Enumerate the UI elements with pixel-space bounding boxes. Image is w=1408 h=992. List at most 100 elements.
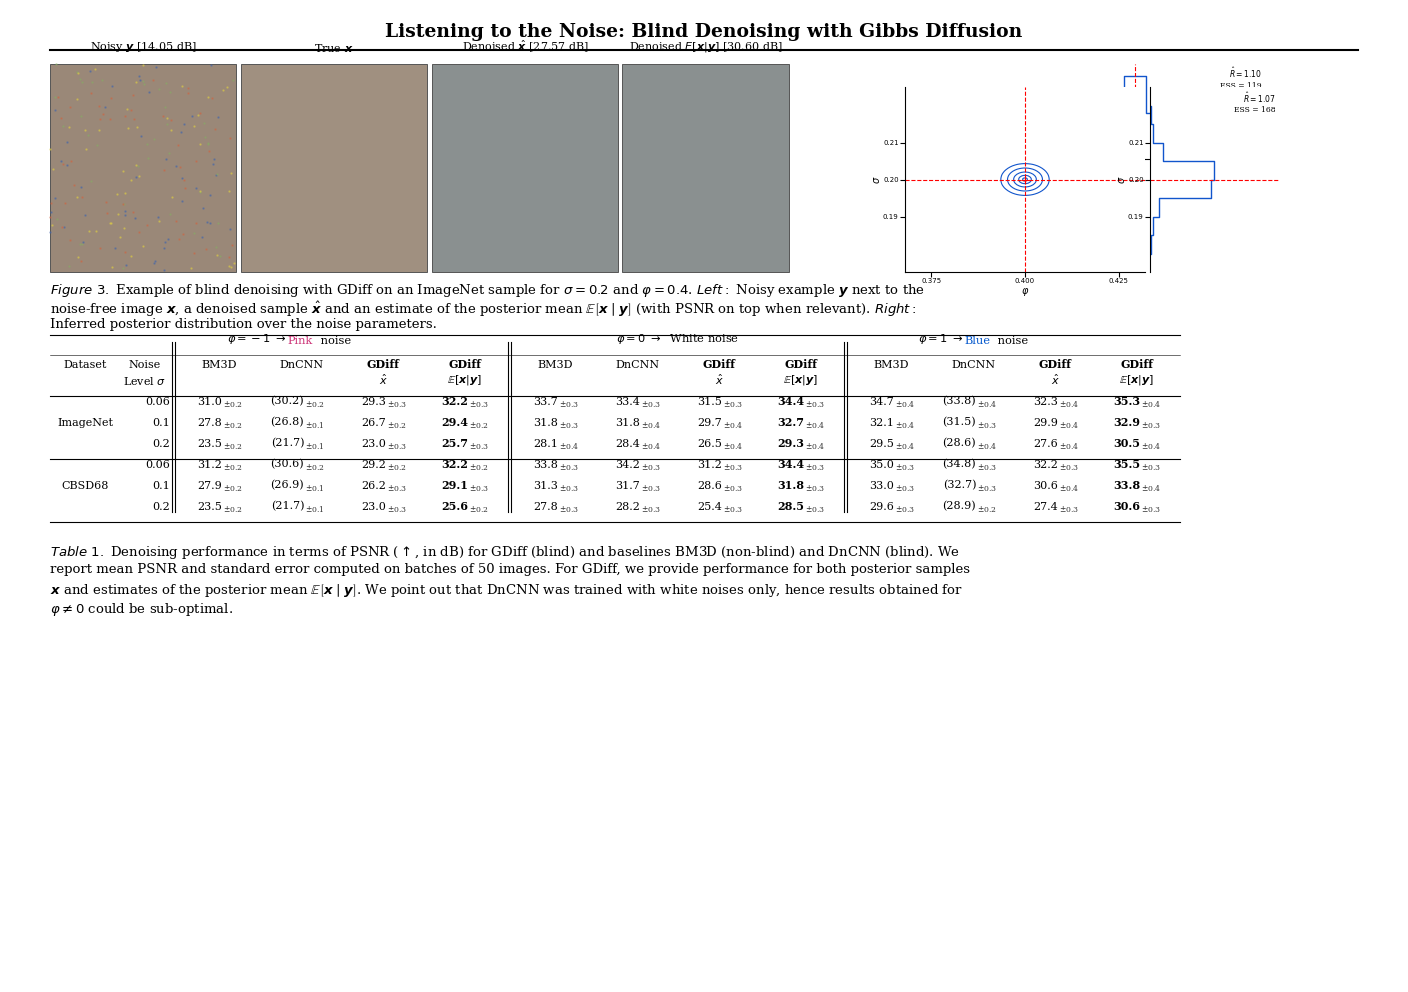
Text: $\pm$0.2: $\pm$0.2 [977, 504, 997, 514]
Text: $\pm$0.4: $\pm$0.4 [1142, 399, 1162, 409]
Text: DnCNN: DnCNN [615, 360, 659, 370]
Text: GDiff: GDiff [449, 359, 482, 370]
Text: $\pm$0.2: $\pm$0.2 [224, 461, 242, 471]
Text: $\pm$0.3: $\pm$0.3 [1059, 504, 1080, 514]
Text: 35.5: 35.5 [1114, 458, 1140, 469]
Text: BM3D: BM3D [538, 360, 573, 370]
Text: 23.0: 23.0 [362, 438, 386, 448]
Text: 25.7: 25.7 [441, 437, 469, 448]
Text: Level $\sigma$: Level $\sigma$ [124, 375, 166, 387]
Text: True $\boldsymbol{x}$: True $\boldsymbol{x}$ [314, 42, 353, 54]
Text: (26.8): (26.8) [270, 418, 304, 428]
Text: (26.9): (26.9) [270, 480, 304, 491]
Bar [432, 64, 618, 272]
Text: 31.5: 31.5 [697, 397, 722, 407]
Text: $\pm$0.4: $\pm$0.4 [1059, 482, 1080, 493]
Text: $\pm$0.3: $\pm$0.3 [724, 461, 743, 471]
Text: $\pm$0.3: $\pm$0.3 [641, 504, 662, 514]
Text: $\pm$0.4: $\pm$0.4 [1142, 482, 1162, 493]
Text: $\pm$0.3: $\pm$0.3 [469, 482, 489, 493]
Text: $\pm$0.1: $\pm$0.1 [306, 440, 325, 450]
Text: GDiff: GDiff [1039, 359, 1071, 370]
Text: (30.6): (30.6) [270, 459, 304, 469]
Y-axis label: $\sigma$: $\sigma$ [872, 176, 881, 184]
Text: 32.3: 32.3 [1033, 397, 1059, 407]
Text: 0.06: 0.06 [145, 397, 170, 407]
Text: Denoised $\hat{\boldsymbol{x}}$ [27.57 dB]: Denoised $\hat{\boldsymbol{x}}$ [27.57 d… [462, 38, 589, 54]
Text: 32.9: 32.9 [1114, 417, 1140, 428]
Text: 29.6: 29.6 [869, 502, 894, 512]
Text: $\pm$0.3: $\pm$0.3 [1142, 504, 1162, 514]
Text: $\hat{x}$: $\hat{x}$ [379, 372, 387, 387]
Text: $\pm$0.3: $\pm$0.3 [469, 399, 489, 409]
Text: 27.4: 27.4 [1033, 502, 1059, 512]
Text: $\mathbb{E}\left[\boldsymbol{x}|\boldsymbol{y}\right]$: $\mathbb{E}\left[\boldsymbol{x}|\boldsym… [783, 373, 818, 387]
Text: noise: noise [317, 335, 351, 345]
Text: $\pm$0.2: $\pm$0.2 [224, 420, 242, 430]
Text: GDiff: GDiff [366, 359, 400, 370]
Text: $\pm$0.4: $\pm$0.4 [724, 440, 743, 450]
Text: 31.3: 31.3 [534, 480, 558, 491]
Text: 33.4: 33.4 [615, 397, 641, 407]
Text: 25.6: 25.6 [441, 501, 469, 512]
Text: $\boldsymbol{x}$ and estimates of the posterior mean $\mathbb{E}\left[\boldsymbo: $\boldsymbol{x}$ and estimates of the po… [51, 582, 963, 599]
Text: $\pm$0.4: $\pm$0.4 [559, 440, 579, 450]
Text: 0.2: 0.2 [152, 502, 170, 512]
Text: (21.7): (21.7) [270, 501, 304, 512]
Bar [622, 64, 788, 272]
Text: BM3D: BM3D [201, 360, 237, 370]
Text: $\pm$0.3: $\pm$0.3 [724, 399, 743, 409]
Text: 31.2: 31.2 [697, 459, 722, 469]
Text: Pink: Pink [287, 335, 313, 345]
Text: 25.4: 25.4 [697, 502, 722, 512]
Text: $\varphi = -1\ \rightarrow\ $: $\varphi = -1\ \rightarrow\ $ [228, 331, 287, 345]
Text: BM3D: BM3D [873, 360, 908, 370]
Text: $\pm$0.3: $\pm$0.3 [895, 504, 915, 514]
Text: 34.4: 34.4 [777, 396, 804, 407]
Text: 0.06: 0.06 [145, 459, 170, 469]
Text: 33.0: 33.0 [869, 480, 894, 491]
X-axis label: $\varphi$: $\varphi$ [1021, 286, 1029, 298]
Text: (30.2): (30.2) [270, 396, 304, 407]
Text: $\pm$0.4: $\pm$0.4 [1059, 399, 1080, 409]
Text: $\pm$0.4: $\pm$0.4 [805, 440, 825, 450]
Text: 32.2: 32.2 [441, 396, 469, 407]
Text: Inferred posterior distribution over the noise parameters.: Inferred posterior distribution over the… [51, 318, 436, 331]
Text: 23.5: 23.5 [197, 502, 222, 512]
Text: $\pm$0.3: $\pm$0.3 [977, 461, 997, 471]
Text: $\pm$0.3: $\pm$0.3 [1142, 420, 1162, 430]
Text: $\pm$0.3: $\pm$0.3 [559, 504, 579, 514]
Text: $\pm$0.3: $\pm$0.3 [977, 482, 997, 493]
Text: $\pm$0.3: $\pm$0.3 [387, 504, 407, 514]
Text: Noisy $\boldsymbol{y}$ [14.05 dB]: Noisy $\boldsymbol{y}$ [14.05 dB] [90, 40, 196, 54]
Text: $\pm$0.3: $\pm$0.3 [805, 399, 825, 409]
Text: $\pm$0.2: $\pm$0.2 [224, 440, 242, 450]
Text: 31.7: 31.7 [615, 480, 641, 491]
Text: Denoised $E[\boldsymbol{x} | \boldsymbol{y}]$ [30.60 dB]: Denoised $E[\boldsymbol{x} | \boldsymbol… [628, 40, 783, 54]
Text: 28.2: 28.2 [615, 502, 641, 512]
Text: 23.5: 23.5 [197, 438, 222, 448]
Text: Noise: Noise [130, 360, 161, 370]
Text: Listening to the Noise: Blind Denoising with Gibbs Diffusion: Listening to the Noise: Blind Denoising … [386, 23, 1022, 41]
Text: report mean PSNR and standard error computed on batches of 50 images. For GDiff,: report mean PSNR and standard error comp… [51, 563, 970, 576]
Bar [51, 64, 237, 272]
Text: 0.1: 0.1 [152, 480, 170, 491]
Text: (34.8): (34.8) [942, 459, 976, 469]
Text: $\mathbb{E}\left[\boldsymbol{x}|\boldsymbol{y}\right]$: $\mathbb{E}\left[\boldsymbol{x}|\boldsym… [1119, 373, 1155, 387]
Text: 32.1: 32.1 [869, 418, 894, 428]
Text: 30.6: 30.6 [1114, 501, 1140, 512]
Text: noise: noise [994, 335, 1028, 345]
Text: 28.1: 28.1 [534, 438, 558, 448]
Text: $\pm$0.4: $\pm$0.4 [977, 440, 997, 450]
Text: 32.2: 32.2 [441, 458, 469, 469]
Text: $\pm$0.2: $\pm$0.2 [469, 504, 489, 514]
Text: $\pm$0.3: $\pm$0.3 [895, 461, 915, 471]
Text: $\pm$0.3: $\pm$0.3 [977, 420, 997, 430]
Text: 26.2: 26.2 [362, 480, 386, 491]
Text: $\pm$0.3: $\pm$0.3 [559, 482, 579, 493]
Text: 31.8: 31.8 [534, 418, 558, 428]
Text: $\pm$0.3: $\pm$0.3 [387, 482, 407, 493]
Text: $\pm$0.3: $\pm$0.3 [1059, 461, 1080, 471]
Text: 0.2: 0.2 [152, 438, 170, 448]
Text: $\pm$0.2: $\pm$0.2 [469, 461, 489, 471]
